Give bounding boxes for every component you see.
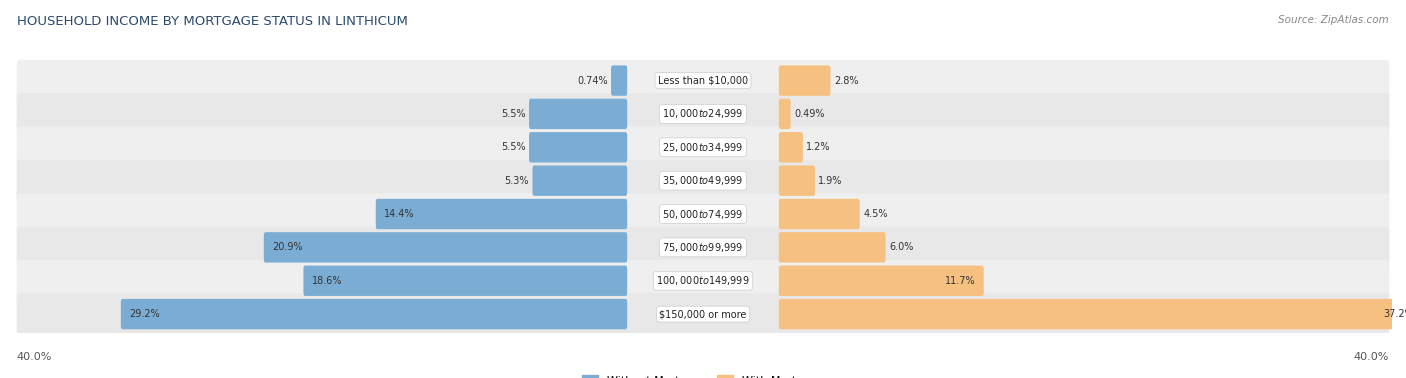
Text: 0.74%: 0.74%: [576, 76, 607, 85]
FancyBboxPatch shape: [779, 299, 1406, 329]
Text: 4.5%: 4.5%: [863, 209, 887, 219]
Text: 1.2%: 1.2%: [807, 142, 831, 152]
Text: 14.4%: 14.4%: [384, 209, 415, 219]
Text: 5.3%: 5.3%: [505, 176, 529, 186]
Text: Source: ZipAtlas.com: Source: ZipAtlas.com: [1278, 15, 1389, 25]
FancyBboxPatch shape: [612, 65, 627, 96]
FancyBboxPatch shape: [779, 99, 790, 129]
Text: 0.49%: 0.49%: [794, 109, 824, 119]
Text: 5.5%: 5.5%: [501, 109, 526, 119]
Text: 40.0%: 40.0%: [1354, 352, 1389, 362]
Text: $35,000 to $49,999: $35,000 to $49,999: [662, 174, 744, 187]
Text: 11.7%: 11.7%: [945, 276, 976, 286]
FancyBboxPatch shape: [17, 93, 1389, 135]
Text: $10,000 to $24,999: $10,000 to $24,999: [662, 107, 744, 121]
FancyBboxPatch shape: [17, 160, 1389, 201]
FancyBboxPatch shape: [304, 266, 627, 296]
FancyBboxPatch shape: [121, 299, 627, 329]
FancyBboxPatch shape: [17, 127, 1389, 168]
FancyBboxPatch shape: [779, 132, 803, 163]
FancyBboxPatch shape: [779, 199, 859, 229]
Text: $50,000 to $74,999: $50,000 to $74,999: [662, 208, 744, 220]
FancyBboxPatch shape: [375, 199, 627, 229]
FancyBboxPatch shape: [17, 193, 1389, 235]
Text: $75,000 to $99,999: $75,000 to $99,999: [662, 241, 744, 254]
Text: 18.6%: 18.6%: [312, 276, 343, 286]
Text: 29.2%: 29.2%: [129, 309, 160, 319]
FancyBboxPatch shape: [529, 99, 627, 129]
FancyBboxPatch shape: [779, 65, 831, 96]
Legend: Without Mortgage, With Mortgage: Without Mortgage, With Mortgage: [578, 371, 828, 378]
Text: $150,000 or more: $150,000 or more: [659, 309, 747, 319]
FancyBboxPatch shape: [264, 232, 627, 263]
Text: Less than $10,000: Less than $10,000: [658, 76, 748, 85]
FancyBboxPatch shape: [17, 60, 1389, 101]
FancyBboxPatch shape: [779, 266, 984, 296]
Text: 2.8%: 2.8%: [834, 76, 859, 85]
FancyBboxPatch shape: [779, 232, 886, 263]
Text: 37.2%: 37.2%: [1384, 309, 1406, 319]
Text: HOUSEHOLD INCOME BY MORTGAGE STATUS IN LINTHICUM: HOUSEHOLD INCOME BY MORTGAGE STATUS IN L…: [17, 15, 408, 28]
Text: $25,000 to $34,999: $25,000 to $34,999: [662, 141, 744, 154]
FancyBboxPatch shape: [533, 166, 627, 196]
FancyBboxPatch shape: [779, 166, 815, 196]
FancyBboxPatch shape: [17, 227, 1389, 268]
FancyBboxPatch shape: [17, 260, 1389, 302]
Text: 5.5%: 5.5%: [501, 142, 526, 152]
Text: $100,000 to $149,999: $100,000 to $149,999: [657, 274, 749, 287]
Text: 20.9%: 20.9%: [273, 242, 304, 253]
Text: 40.0%: 40.0%: [17, 352, 52, 362]
FancyBboxPatch shape: [529, 132, 627, 163]
Text: 6.0%: 6.0%: [889, 242, 914, 253]
Text: 1.9%: 1.9%: [818, 176, 842, 186]
FancyBboxPatch shape: [17, 293, 1389, 335]
